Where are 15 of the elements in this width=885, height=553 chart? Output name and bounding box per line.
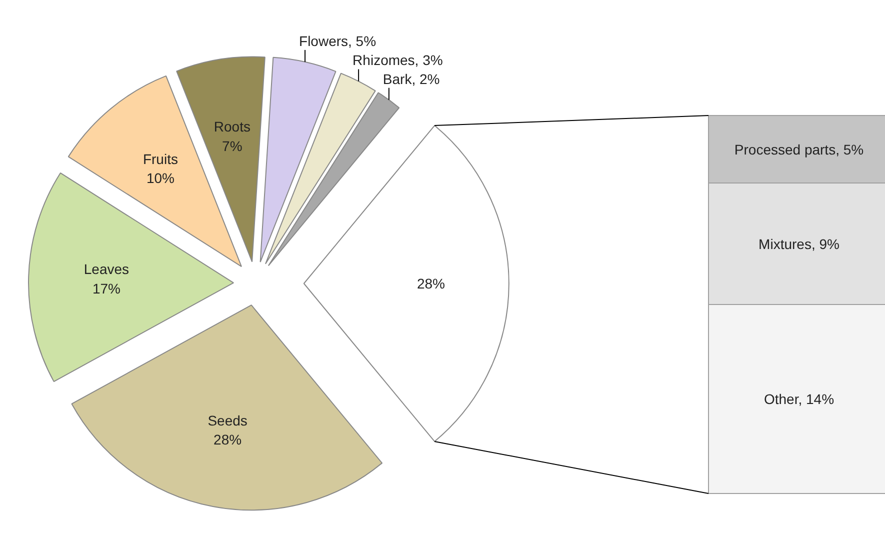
data-label: Processed parts, 5%: [734, 141, 864, 158]
slice-label: Leaves: [84, 261, 130, 278]
data-label: 10%: [146, 170, 174, 186]
data-label: 7%: [222, 138, 242, 154]
data-label: 17%: [92, 280, 120, 296]
slice-label: Rhizomes, 3%: [352, 52, 443, 68]
data-label: Mixtures, 9%: [758, 236, 840, 252]
data-label: Other, 14%: [764, 391, 834, 407]
data-label: 28%: [214, 432, 242, 448]
slice-label: Fruits: [142, 151, 178, 168]
slice-label: Seeds: [208, 412, 248, 428]
data-label: 28%: [416, 276, 446, 292]
slice-label: Roots: [214, 118, 250, 135]
slice-label: Bark, 2%: [382, 70, 440, 87]
slice-label: Flowers, 5%: [299, 32, 376, 49]
